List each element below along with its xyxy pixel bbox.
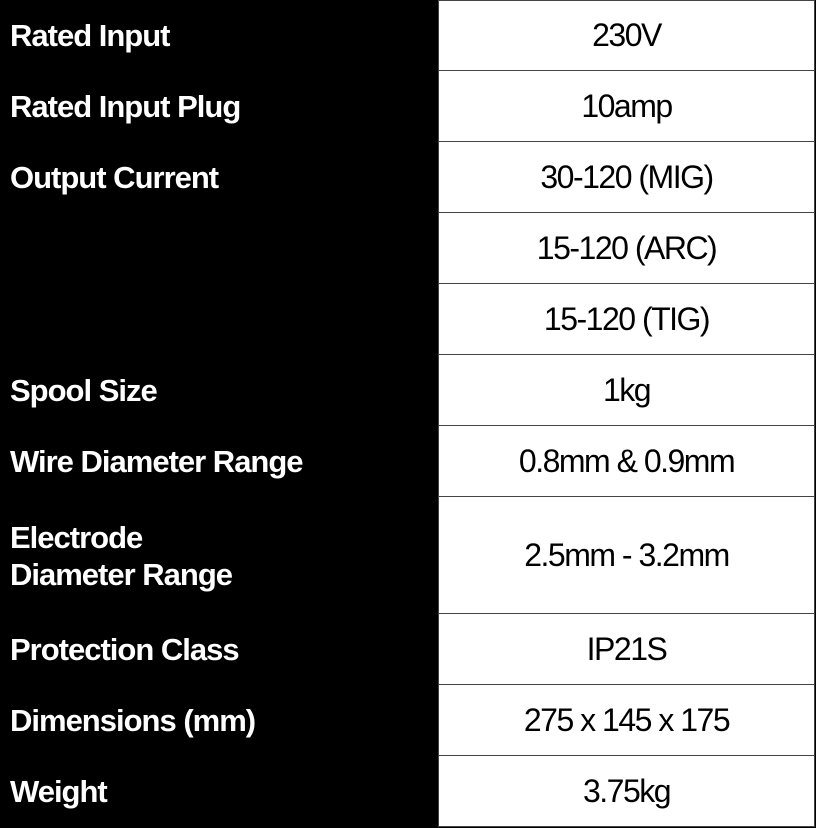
spec-label [10,213,430,284]
spec-row-dimensions: Dimensions (mm) 275 x 145 x 175 [0,685,816,756]
spec-value: 15-120 (TIG) [438,284,815,355]
spec-row-electrode-diameter: Electrode Diameter Range 2.5mm - 3.2mm [0,497,816,614]
spec-row-rated-input: Rated Input 230V [0,0,816,71]
spec-label: Dimensions (mm) [10,703,256,738]
spec-value: 30-120 (MIG) [438,142,815,213]
spec-value: 275 x 145 x 175 [438,685,815,756]
spec-row-spool-size: Spool Size 1kg [0,355,816,426]
spec-row-rated-input-plug: Rated Input Plug 10amp [0,71,816,142]
spec-label-line: Diameter Range [10,556,233,592]
spec-label: Rated Input Plug [10,89,241,124]
spec-value: 3.75kg [438,756,815,827]
spec-value: 10amp [438,71,815,142]
spec-value: IP21S [438,614,815,685]
spec-row-weight: Weight 3.75kg [0,756,816,827]
spec-row-output-current-tig: 15-120 (TIG) [0,284,816,355]
spec-row-output-current-arc: 15-120 (ARC) [0,213,816,284]
spec-label: Protection Class [10,632,240,667]
spec-row-wire-diameter: Wire Diameter Range 0.8mm & 0.9mm [0,426,816,497]
spec-row-protection-class: Protection Class IP21S [0,614,816,685]
spec-value: 15-120 (ARC) [438,213,815,284]
spec-label: Electrode Diameter Range [10,497,430,614]
spec-row-output-current-mig: Output Current 30-120 (MIG) [0,142,816,213]
spec-value: 0.8mm & 0.9mm [438,426,815,497]
spec-label: Spool Size [10,373,158,408]
spec-value: 1kg [438,355,815,426]
spec-label-line: Electrode [10,519,143,555]
spec-value: 230V [438,0,815,71]
spec-label: Wire Diameter Range [10,444,304,479]
spec-label [10,284,430,355]
spec-label: Rated Input [10,18,171,53]
spec-value: 2.5mm - 3.2mm [438,497,815,614]
spec-label: Output Current [10,160,219,195]
spec-label: Weight [10,774,108,809]
